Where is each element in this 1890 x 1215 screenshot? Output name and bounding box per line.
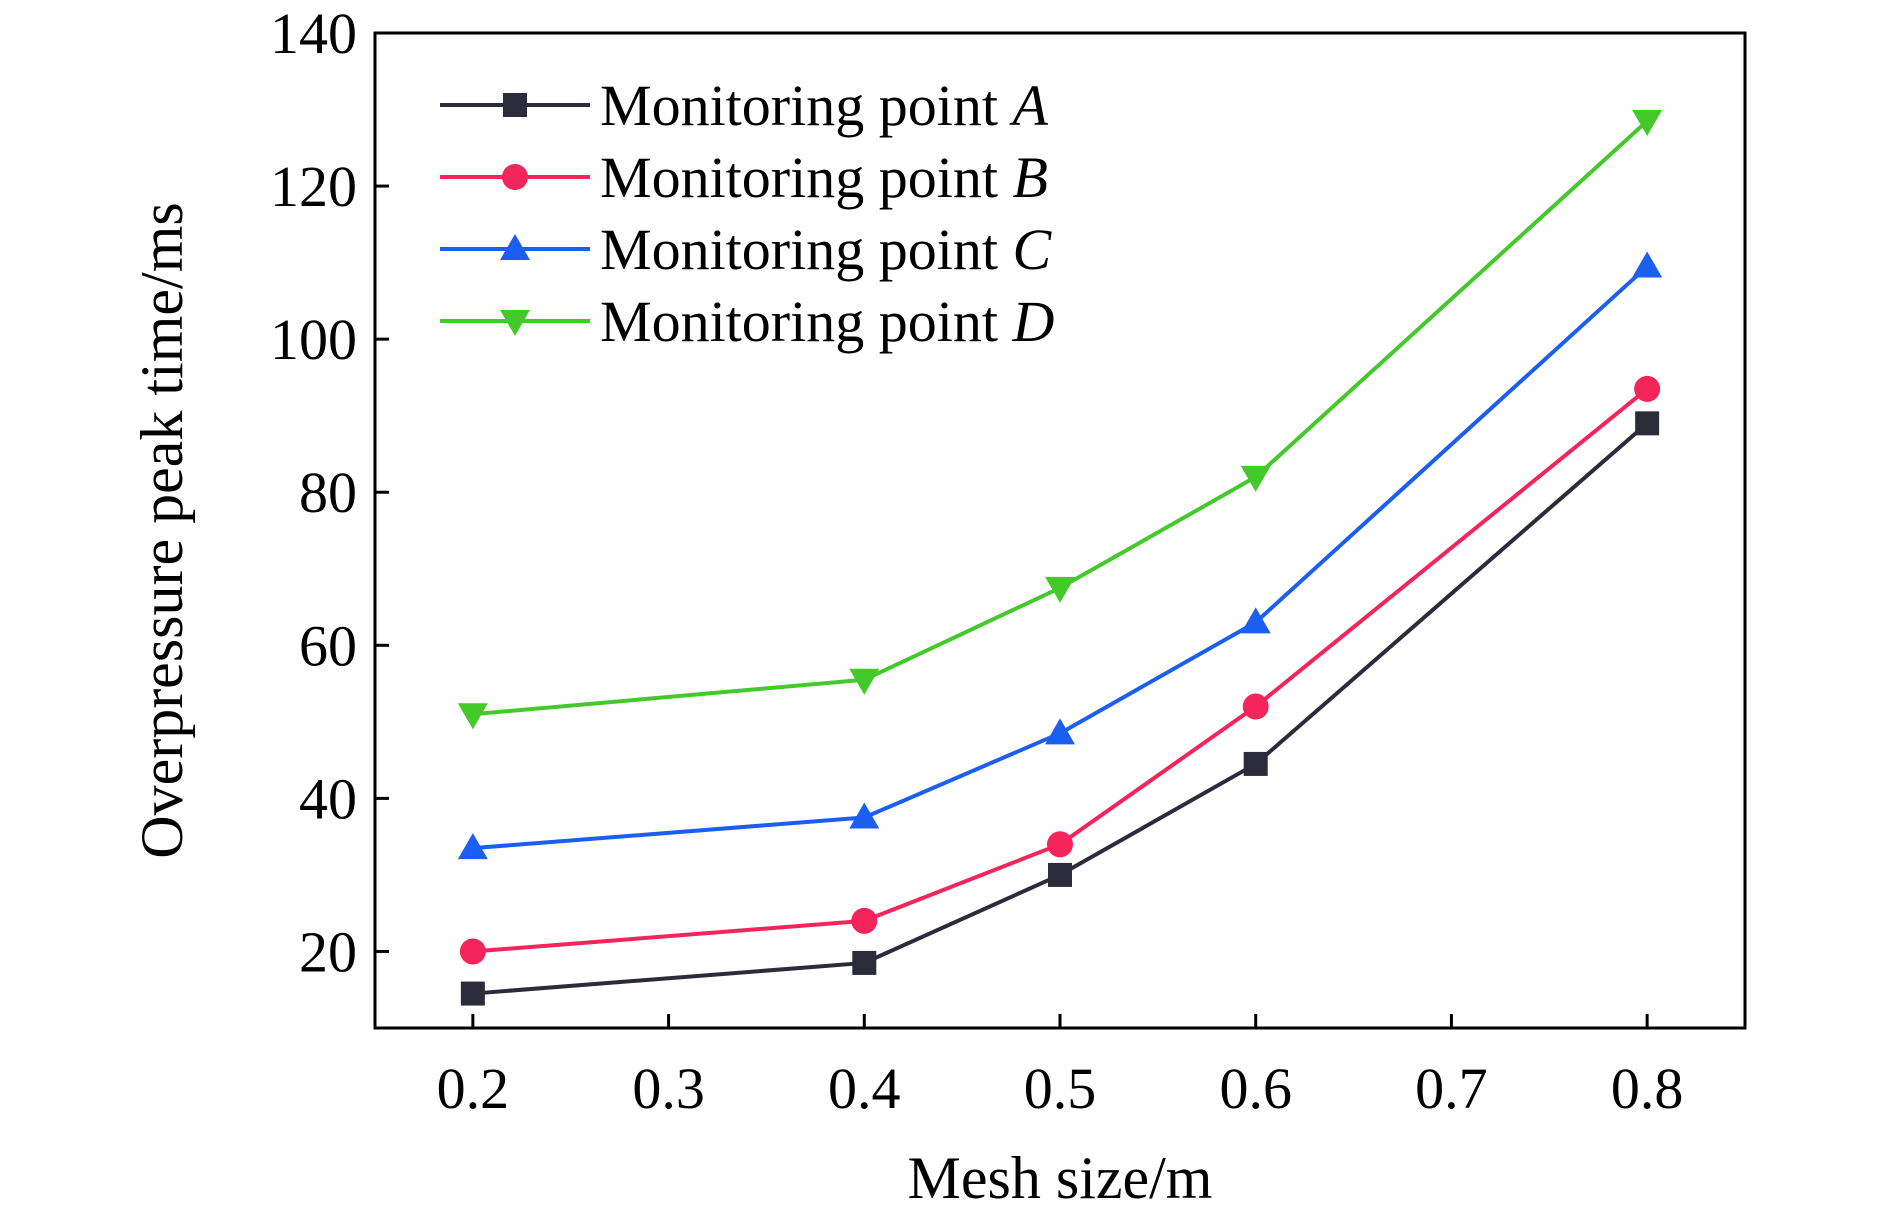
- x-tick-label: 0.3: [632, 1056, 705, 1121]
- y-tick-label: 80: [299, 460, 357, 525]
- data-point: [1243, 751, 1268, 776]
- y-tick-label: 60: [299, 613, 357, 678]
- series-c: [457, 251, 1663, 860]
- x-axis: 0.2 0.3 0.4 0.5 0.6 0.7 0.8: [437, 1014, 1684, 1121]
- data-point: [1632, 251, 1663, 278]
- legend-label: Monitoring point B: [600, 145, 1048, 210]
- series-a: [460, 411, 1660, 1006]
- data-point: [1047, 831, 1073, 858]
- x-tick-label: 0.2: [437, 1056, 510, 1121]
- y-tick-label: 20: [299, 919, 357, 984]
- legend-label: Monitoring point D: [600, 289, 1054, 354]
- data-point: [1242, 693, 1269, 720]
- y-axis-title: Overpressure peak time/ms: [129, 202, 195, 858]
- data-point: [457, 703, 488, 730]
- data-point: [1240, 465, 1271, 492]
- legend-item: Monitoring point B: [440, 145, 1048, 210]
- data-point: [1045, 576, 1075, 603]
- legend-label: Monitoring point C: [600, 217, 1052, 282]
- y-tick-label: 140: [270, 1, 357, 66]
- x-tick-label: 0.7: [1415, 1056, 1488, 1121]
- legend-marker: [503, 93, 527, 117]
- legend-marker: [500, 234, 530, 260]
- x-tick-label: 0.5: [1024, 1056, 1097, 1121]
- data-point: [852, 950, 877, 975]
- data-point: [457, 833, 488, 860]
- legend-marker: [502, 164, 528, 190]
- y-axis: 20 40 60 80 100 120 140: [270, 1, 389, 984]
- data-point: [1045, 718, 1075, 745]
- legend-marker: [500, 310, 530, 336]
- x-tick-label: 0.8: [1611, 1056, 1684, 1121]
- series-line: [472, 421, 1649, 996]
- data-point: [849, 802, 880, 829]
- legend: Monitoring point A Monitoring point B Moni…: [440, 73, 1054, 354]
- x-tick-label: 0.4: [828, 1056, 901, 1121]
- data-point: [1048, 862, 1072, 887]
- data-point: [849, 668, 880, 695]
- legend-item: Monitoring point D: [440, 289, 1054, 354]
- data-point: [1240, 607, 1271, 634]
- y-tick-label: 100: [270, 307, 357, 372]
- x-axis-title: Mesh size/m: [908, 1145, 1213, 1211]
- series-d: [457, 110, 1663, 730]
- data-point: [460, 981, 485, 1006]
- y-tick-label: 120: [270, 154, 357, 219]
- series-layer: [457, 110, 1663, 1006]
- legend-item: Monitoring point A: [440, 73, 1048, 138]
- y-tick-label: 40: [299, 766, 357, 831]
- legend-item: Monitoring point C: [440, 217, 1052, 282]
- data-point: [1632, 110, 1663, 137]
- series-b: [459, 375, 1661, 965]
- data-point: [1635, 411, 1660, 436]
- x-tick-label: 0.6: [1219, 1056, 1292, 1121]
- legend-label: Monitoring point A: [600, 73, 1048, 138]
- data-point: [1634, 375, 1661, 402]
- data-point: [459, 938, 486, 965]
- data-point: [851, 907, 878, 934]
